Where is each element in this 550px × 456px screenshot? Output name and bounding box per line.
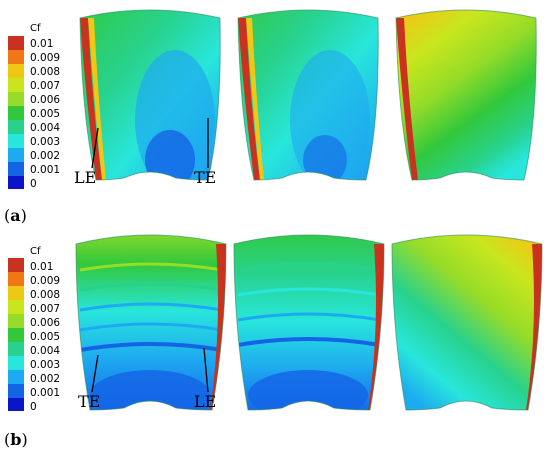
colorbar-swatch bbox=[8, 50, 24, 64]
panel-label-b: (b) bbox=[4, 430, 28, 449]
legend-label: 0.003 bbox=[30, 136, 61, 148]
legend-labels-b: 0.01 0.009 0.008 0.007 0.006 0.005 0.004… bbox=[30, 261, 60, 415]
colorbar-b bbox=[8, 258, 24, 411]
colorbar-swatch bbox=[8, 120, 24, 134]
legend-label: 0.01 bbox=[30, 261, 54, 273]
colorbar-swatch bbox=[8, 356, 24, 370]
blade-contour-a2 bbox=[238, 10, 379, 180]
panel-label-letter: a bbox=[10, 206, 21, 225]
colorbar-swatch bbox=[8, 314, 24, 328]
colorbar-swatch bbox=[8, 398, 24, 411]
legend-label: 0 bbox=[30, 178, 37, 190]
blade-contour-b3 bbox=[392, 235, 542, 410]
colorbar-swatch bbox=[8, 148, 24, 162]
colorbar-swatch bbox=[8, 78, 24, 92]
legend-label: 0.001 bbox=[30, 164, 61, 176]
legend-label: 0.004 bbox=[30, 122, 61, 134]
panel-label-open: ( bbox=[4, 206, 11, 225]
panel-label-close: ) bbox=[20, 206, 27, 225]
colorbar-swatch bbox=[8, 286, 24, 300]
colorbar-swatch bbox=[8, 272, 24, 286]
colorbar-swatch bbox=[8, 258, 24, 272]
legend-label: 0.001 bbox=[30, 387, 61, 399]
edge-label-a-left: LE bbox=[74, 168, 97, 187]
colorbar-swatch bbox=[8, 106, 24, 120]
colorbar-swatch bbox=[8, 300, 24, 314]
colorbar-swatch bbox=[8, 328, 24, 342]
legend-title-b: Cf bbox=[30, 246, 41, 257]
colorbar-swatch bbox=[8, 162, 24, 176]
panel-label-a: (a) bbox=[4, 206, 27, 225]
legend-label: 0.002 bbox=[30, 373, 61, 385]
legend-label: 0.009 bbox=[30, 275, 61, 287]
blade-contour-b2 bbox=[234, 235, 384, 410]
legend-label: 0.007 bbox=[30, 303, 61, 315]
legend-label: 0.006 bbox=[30, 94, 61, 106]
edge-label-b-left: TE bbox=[78, 392, 101, 411]
legend-label: 0.006 bbox=[30, 317, 61, 329]
legend-label: 0.004 bbox=[30, 345, 61, 357]
blade-contour-a3 bbox=[396, 10, 537, 180]
legend-labels-a: 0.01 0.009 0.008 0.007 0.006 0.005 0.004… bbox=[30, 38, 60, 192]
leader-line-b-left bbox=[91, 354, 99, 393]
colorbar-swatch bbox=[8, 176, 24, 189]
legend-label: 0.003 bbox=[30, 359, 61, 371]
panel-label-close: ) bbox=[21, 430, 28, 449]
colorbar-swatch bbox=[8, 92, 24, 106]
legend-label: 0.008 bbox=[30, 66, 61, 78]
blade-contour-a1 bbox=[80, 10, 221, 180]
colorbar-a bbox=[8, 36, 24, 189]
leader-line-b-right bbox=[203, 347, 209, 393]
leader-line-a-left bbox=[91, 127, 99, 169]
panel-label-letter: b bbox=[10, 430, 22, 449]
legend-label: 0.007 bbox=[30, 80, 61, 92]
legend-label: 0 bbox=[30, 401, 37, 413]
legend-label: 0.01 bbox=[30, 38, 54, 50]
legend-label: 0.002 bbox=[30, 150, 61, 162]
legend-label: 0.008 bbox=[30, 289, 61, 301]
panel-label-open: ( bbox=[4, 430, 11, 449]
blade-contour-b1 bbox=[76, 235, 226, 410]
colorbar-swatch bbox=[8, 134, 24, 148]
colorbar-swatch bbox=[8, 370, 24, 384]
legend-label: 0.009 bbox=[30, 52, 61, 64]
legend-title-a: Cf bbox=[30, 23, 41, 34]
edge-label-b-right: LE bbox=[194, 392, 217, 411]
legend-label: 0.005 bbox=[30, 331, 61, 343]
colorbar-swatch bbox=[8, 384, 24, 398]
colorbar-swatch bbox=[8, 64, 24, 78]
colorbar-swatch bbox=[8, 342, 24, 356]
legend-label: 0.005 bbox=[30, 108, 61, 120]
colorbar-swatch bbox=[8, 36, 24, 50]
edge-label-a-right: TE bbox=[194, 168, 217, 187]
